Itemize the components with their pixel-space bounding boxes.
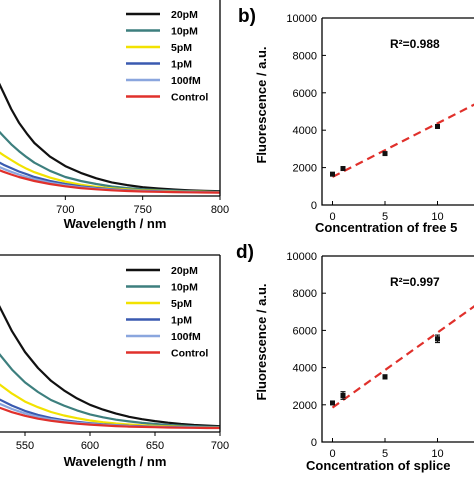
x-tick-label: 550 <box>16 440 34 452</box>
y-tick-label: 10000 <box>286 13 317 25</box>
fit-line <box>333 295 474 408</box>
panel-d-r2: R²=0.997 <box>390 275 440 289</box>
panel-a-ticks: 700 750 800 <box>56 196 229 216</box>
data-point <box>383 151 388 156</box>
y-tick-label: 2000 <box>293 400 317 412</box>
series-line-5pm <box>0 144 220 192</box>
panel-d-x-label: Concentration of splice <box>306 458 450 473</box>
legend-label-20pm: 20pM <box>171 9 198 21</box>
x-tick-label: 750 <box>133 204 151 216</box>
panel-d-label: d) <box>236 242 254 263</box>
y-tick-label: 10000 <box>286 251 317 263</box>
y-tick-label: 0 <box>311 437 317 449</box>
data-point <box>330 172 335 177</box>
legend-label-5pm: 5pM <box>171 42 192 54</box>
legend-label-10pm: 10pM <box>171 26 198 38</box>
panel-b-r2: R²=0.988 <box>390 37 440 51</box>
y-tick-label: 4000 <box>293 125 317 137</box>
panel-c-x-label: Wavelength / nm <box>64 454 167 469</box>
panel-b: b) Fluorescence / a.u. 0 2000 4000 6000 8000… <box>238 6 474 235</box>
legend-label-100fm: 100fM <box>171 75 201 87</box>
x-tick-label: 650 <box>146 440 164 452</box>
panel-b-fit-line <box>333 97 474 177</box>
legend-label-5pm: 5pM <box>171 298 192 310</box>
panel-b-y-label: Fluorescence / a.u. <box>254 46 269 163</box>
y-tick-label: 6000 <box>293 325 317 337</box>
panel-c: 550 600 650 700 Wavelength / nm 20pM 10pM 5pM… <box>0 255 229 469</box>
panel-a: 700 750 800 Wavelength / nm 20pM 10pM 5pM 1pM… <box>0 0 229 231</box>
panel-d-fit-line <box>333 295 474 408</box>
data-point <box>330 400 335 405</box>
panel-d: d) Fluorescence / a.u. 0 2000 4000 6000 8000… <box>236 242 474 473</box>
x-tick-label: 700 <box>211 440 229 452</box>
legend-label-100fm: 100fM <box>171 331 201 343</box>
legend-label-10pm: 10pM <box>171 282 198 294</box>
data-point <box>383 374 388 379</box>
y-tick-label: 4000 <box>293 363 317 375</box>
x-tick-label: 600 <box>81 440 99 452</box>
legend-label-1pm: 1pM <box>171 59 192 71</box>
panel-a-legend: 20pM 10pM 5pM 1pM 100fM Control <box>126 9 208 104</box>
panel-c-ticks: 550 600 650 700 <box>16 432 229 452</box>
data-point <box>341 166 346 171</box>
panel-d-y-label: Fluorescence / a.u. <box>254 283 269 400</box>
panel-c-legend: 20pM 10pM 5pM 1pM 100fM Control <box>126 265 208 360</box>
x-tick-label: 700 <box>56 204 74 216</box>
panel-b-x-label: Concentration of free 5 <box>315 220 457 235</box>
data-point <box>435 124 440 129</box>
fit-line <box>333 97 474 177</box>
y-tick-label: 2000 <box>293 163 317 175</box>
y-tick-label: 8000 <box>293 50 317 62</box>
legend-label-control: Control <box>171 348 208 360</box>
panel-a-x-label: Wavelength / nm <box>64 216 167 231</box>
panel-d-points <box>330 335 440 405</box>
y-tick-label: 8000 <box>293 288 317 300</box>
x-tick-label: 800 <box>211 204 229 216</box>
legend-label-control: Control <box>171 92 208 104</box>
y-tick-label: 0 <box>311 200 317 212</box>
y-tick-label: 6000 <box>293 88 317 100</box>
data-point <box>435 336 440 341</box>
data-point <box>341 393 346 398</box>
legend-label-1pm: 1pM <box>171 315 192 327</box>
panel-b-label: b) <box>238 6 256 27</box>
legend-label-20pm: 20pM <box>171 265 198 277</box>
